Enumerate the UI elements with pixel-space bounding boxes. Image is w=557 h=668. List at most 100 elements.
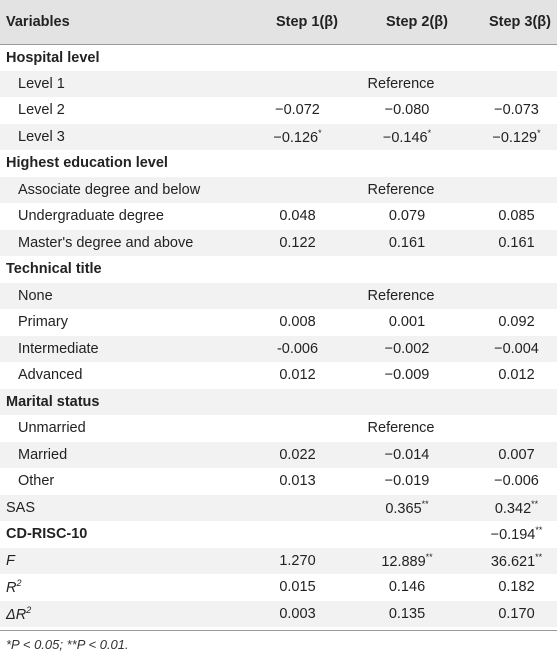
table-row: Primary 0.008 0.001 0.092: [0, 309, 557, 336]
step1-cell: [237, 521, 344, 548]
table-row: Intermediate -0.006 −0.002 −0.004: [0, 335, 557, 363]
regression-table: Variables Step 1(β) Step 2(β) Step 3(β) …: [0, 0, 557, 627]
step1-value: −0.072: [275, 102, 320, 119]
table-row: Undergraduate degree 0.048 0.079 0.085: [0, 203, 557, 230]
row-label: Undergraduate degree: [0, 203, 237, 230]
step3-value: −0.004: [494, 340, 539, 357]
step3-value: −0.006: [494, 473, 539, 490]
step2-value: 0.001: [388, 314, 426, 331]
table-row: Highest education level: [0, 150, 557, 177]
row-label: Other: [0, 468, 237, 495]
step2-cell: 0.135: [344, 601, 458, 628]
step1-value: 0.012: [279, 367, 316, 384]
table-row: Hospital level: [0, 44, 557, 71]
step1-cell: [237, 256, 344, 283]
step2-value: 0.161: [388, 234, 426, 251]
row-label-text: Hospital level: [6, 49, 100, 66]
row-label-text: R: [6, 580, 17, 597]
step3-cell: [458, 44, 557, 71]
row-label: Marital status: [0, 389, 237, 416]
step2-cell: −0.002: [344, 336, 458, 363]
step1-cell: [237, 389, 344, 416]
step3-cell: 0.182: [458, 574, 557, 601]
row-label-text: Advanced: [18, 367, 83, 384]
table-row: ΔR2 0.003 0.135 0.170: [0, 600, 557, 628]
step2-cell: −0.019: [344, 468, 458, 495]
table-row: CD-RISC-10 −0.194**: [0, 521, 557, 548]
step2-cell: [344, 150, 458, 177]
table-row: F 1.270 12.889** 36.621**: [0, 547, 557, 575]
step1-cell: 0.022: [237, 442, 344, 469]
step2-cell: −0.080: [344, 97, 458, 124]
step3-value: −0.073: [494, 102, 539, 119]
table-row: Unmarried Reference: [0, 415, 557, 442]
header-row: Variables Step 1(β) Step 2(β) Step 3(β): [0, 0, 557, 45]
table-row: SAS 0.365** 0.342**: [0, 494, 557, 522]
step3-value: 0.007: [498, 446, 535, 463]
step3-value: 0.012: [498, 367, 535, 384]
step3-cell: 0.170: [458, 601, 557, 628]
step2-value: 0.079: [388, 208, 426, 225]
table-row: Level 3 −0.126* −0.146* −0.129*: [0, 123, 557, 151]
row-label: Associate degree and below: [0, 177, 237, 204]
significance-marker: *: [318, 127, 322, 138]
step2-cell: [344, 44, 458, 71]
step1-cell: [237, 71, 344, 98]
table-row: Technical title: [0, 256, 557, 283]
step3-value: 0.085: [498, 208, 535, 225]
row-label-text: Highest education level: [6, 155, 168, 172]
step3-value: 36.621: [490, 553, 536, 570]
reference-cell: Reference: [367, 287, 435, 304]
header-variables: Variables: [0, 0, 237, 45]
row-label: ΔR2: [0, 601, 237, 628]
footnote: *P < 0.05; **P < 0.01.: [6, 637, 129, 652]
step3-value: −0.194: [490, 527, 536, 544]
row-label: Highest education level: [0, 150, 237, 177]
step2-value: 0.365: [385, 500, 422, 517]
row-label-text: Undergraduate degree: [18, 208, 164, 225]
step1-value: 0.013: [279, 473, 316, 490]
reference-cell: Reference: [367, 181, 435, 198]
row-label: None: [0, 283, 237, 310]
table-row: Level 2 −0.072 −0.080 −0.073: [0, 97, 557, 124]
step3-value: 0.161: [498, 234, 535, 251]
row-label-text: Master's degree and above: [18, 234, 194, 251]
step2-cell: [344, 521, 458, 548]
row-label-text: Intermediate: [18, 340, 99, 357]
row-label: Advanced: [0, 362, 237, 389]
row-label-text: Married: [18, 446, 68, 463]
step1-cell: [237, 495, 344, 522]
row-label-text: Primary: [18, 314, 68, 331]
reference-cell: Reference: [367, 75, 435, 92]
row-label-text: Associate degree and below: [18, 181, 201, 198]
significance-marker: **: [531, 498, 539, 509]
row-label: Hospital level: [0, 44, 237, 71]
step3-cell: 36.621**: [458, 548, 557, 575]
row-label-text: Level 1: [18, 75, 65, 92]
table-row: Level 1 Reference: [0, 70, 557, 98]
step1-value: 0.003: [279, 605, 316, 622]
row-label-superscript: 2: [16, 578, 22, 589]
step3-cell: [458, 71, 557, 98]
row-label: Primary: [0, 309, 237, 336]
table-row: Master's degree and above 0.122 0.161 0.161: [0, 229, 557, 256]
table-row: Associate degree and below Reference: [0, 176, 557, 204]
row-label: Married: [0, 442, 237, 469]
table-body: Hospital level Level 1 Reference Level 2 −0.…: [0, 44, 557, 627]
step2-cell: 0.146: [344, 574, 458, 601]
significance-marker: *: [427, 127, 432, 138]
row-label-text: Marital status: [6, 393, 100, 410]
step2-cell: −0.146*: [344, 124, 458, 151]
step3-value: 0.342: [494, 500, 532, 517]
step2-cell: [344, 256, 458, 283]
step2-cell: −0.014: [344, 442, 458, 469]
step1-cell: 0.003: [237, 601, 344, 628]
row-label: Technical title: [0, 256, 237, 283]
step3-cell: −0.006: [458, 468, 557, 495]
table-row: Married 0.022 −0.014 0.007: [0, 441, 557, 469]
step3-cell: [458, 415, 557, 442]
step2-cell: 0.365**: [344, 495, 458, 522]
step3-cell: [458, 283, 557, 310]
step1-cell: [237, 44, 344, 71]
step3-cell: −0.073: [458, 97, 557, 124]
